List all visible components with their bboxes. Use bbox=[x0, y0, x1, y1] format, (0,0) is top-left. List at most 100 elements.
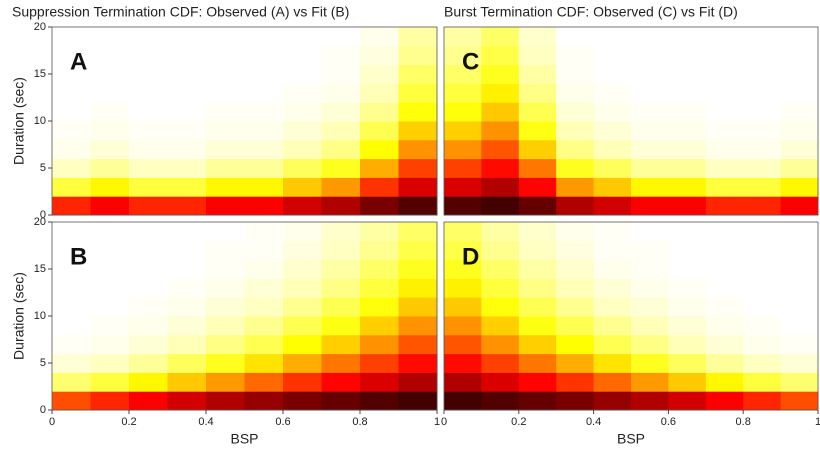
heat-cell bbox=[244, 45, 284, 66]
heat-cell bbox=[244, 316, 284, 336]
heat-cell bbox=[244, 297, 284, 317]
heat-cell bbox=[631, 334, 669, 355]
heat-cell bbox=[90, 278, 130, 298]
heat-cell bbox=[705, 391, 744, 411]
heat-cell bbox=[705, 121, 744, 141]
heat-cell bbox=[360, 102, 399, 122]
heat-cell bbox=[244, 259, 284, 279]
heat-cell bbox=[321, 391, 361, 411]
heat-cell bbox=[518, 102, 557, 122]
x-tick-label: 0.4 bbox=[586, 416, 601, 428]
heat-cell bbox=[129, 27, 168, 47]
heat-cell bbox=[780, 102, 819, 122]
heat-cell bbox=[444, 372, 482, 392]
heat-cell bbox=[518, 372, 557, 392]
heat-cell bbox=[244, 27, 284, 47]
heat-cell bbox=[556, 259, 595, 279]
heat-cell bbox=[668, 297, 707, 317]
heat-cell bbox=[481, 316, 520, 336]
heat-cell bbox=[360, 27, 399, 47]
heat-cell bbox=[556, 391, 595, 411]
x-axis-label: BSP bbox=[617, 431, 645, 447]
heat-cell bbox=[398, 83, 438, 103]
heat-cell bbox=[206, 139, 245, 160]
heat-cell bbox=[668, 334, 707, 355]
heat-cell bbox=[52, 158, 91, 178]
heat-cell bbox=[593, 372, 632, 392]
heat-cell bbox=[283, 259, 322, 279]
heat-cell bbox=[518, 139, 557, 160]
heat-cell bbox=[481, 259, 520, 279]
heat-cell bbox=[321, 102, 361, 122]
heat-cell bbox=[444, 45, 482, 66]
heat-cell bbox=[743, 259, 782, 279]
heat-cell bbox=[206, 222, 245, 242]
heat-cell bbox=[360, 353, 399, 373]
heat-cell bbox=[631, 259, 669, 279]
heat-cell bbox=[444, 334, 482, 355]
heat-cell bbox=[481, 158, 520, 178]
heat-cell bbox=[705, 297, 744, 317]
heat-cell bbox=[283, 334, 322, 355]
heat-cell bbox=[244, 177, 284, 197]
heat-cell bbox=[360, 158, 399, 178]
heat-cell bbox=[321, 353, 361, 373]
heat-cell bbox=[518, 121, 557, 141]
heat-cell bbox=[398, 259, 438, 279]
heat-cell bbox=[167, 83, 207, 103]
heat-cell bbox=[321, 158, 361, 178]
heat-cell bbox=[668, 83, 707, 103]
y-tick-label: 20 bbox=[34, 21, 46, 33]
heat-cell bbox=[360, 177, 399, 197]
heat-cell bbox=[360, 139, 399, 160]
x-tick-label: 0.4 bbox=[198, 416, 213, 428]
heat-cell bbox=[444, 27, 482, 47]
heat-cell bbox=[398, 196, 438, 216]
heat-cell bbox=[556, 102, 595, 122]
heat-cell bbox=[283, 121, 322, 141]
heat-cell bbox=[52, 102, 91, 122]
y-tick-label: 0 bbox=[40, 209, 46, 221]
heat-cell bbox=[593, 196, 632, 216]
heat-cell bbox=[129, 259, 168, 279]
x-tick-label: 0.2 bbox=[511, 416, 526, 428]
heat-cell bbox=[780, 196, 819, 216]
heat-cell bbox=[743, 177, 782, 197]
heat-cell bbox=[244, 102, 284, 122]
heat-cell bbox=[167, 334, 207, 355]
heat-cell bbox=[631, 64, 669, 84]
heat-cell bbox=[90, 353, 130, 373]
heat-cell bbox=[444, 240, 482, 261]
heat-cell bbox=[129, 240, 168, 261]
heat-cell bbox=[244, 121, 284, 141]
heat-cell bbox=[129, 64, 168, 84]
y-tick-label: 10 bbox=[34, 115, 46, 127]
heat-cell bbox=[167, 121, 207, 141]
heat-cell bbox=[360, 196, 399, 216]
heat-cell bbox=[206, 64, 245, 84]
heat-cell bbox=[481, 297, 520, 317]
y-tick-label: 15 bbox=[34, 68, 46, 80]
heat-cell bbox=[206, 391, 245, 411]
heat-cell bbox=[518, 259, 557, 279]
heat-cell bbox=[631, 278, 669, 298]
heat-cell bbox=[167, 353, 207, 373]
heat-cell bbox=[518, 334, 557, 355]
heat-cell bbox=[780, 64, 819, 84]
heat-cell bbox=[444, 102, 482, 122]
x-tick-label: 0.2 bbox=[121, 416, 136, 428]
heat-cell bbox=[705, 240, 744, 261]
heat-cell bbox=[360, 334, 399, 355]
heat-cell bbox=[129, 139, 168, 160]
heat-cell bbox=[518, 177, 557, 197]
heat-cell bbox=[90, 158, 130, 178]
heat-cell bbox=[52, 64, 91, 84]
heat-cell bbox=[321, 259, 361, 279]
heat-cell bbox=[668, 158, 707, 178]
heat-cell bbox=[244, 353, 284, 373]
heat-cell bbox=[556, 353, 595, 373]
heat-cell bbox=[90, 196, 130, 216]
heat-cell bbox=[167, 158, 207, 178]
heat-cell bbox=[593, 102, 632, 122]
heat-cell bbox=[167, 196, 207, 216]
